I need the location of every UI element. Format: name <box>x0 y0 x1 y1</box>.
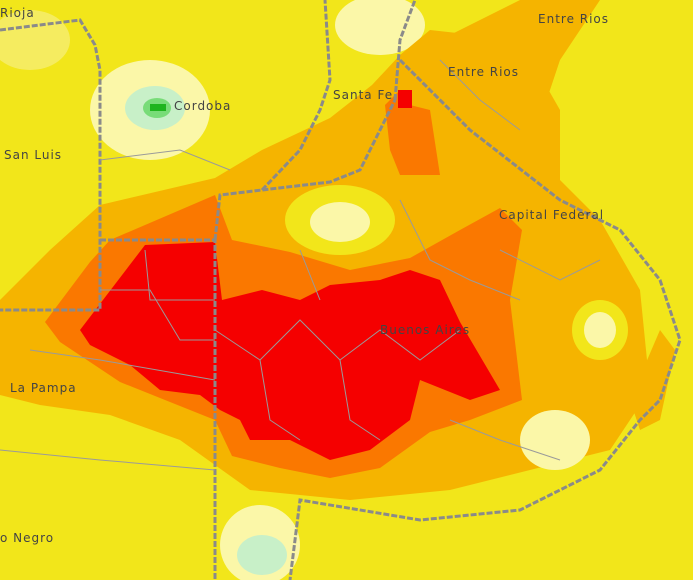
label-la-pampa: La Pampa <box>10 381 77 395</box>
label-san-luis: San Luis <box>4 148 63 162</box>
red-zone <box>398 90 412 108</box>
orange-zone <box>440 0 600 120</box>
light-yellow-zone <box>310 202 370 242</box>
label-rioja: Rioja <box>0 6 35 20</box>
light-yellow-zone <box>520 410 590 470</box>
light-yellow-zone <box>584 312 616 348</box>
label-capital-federal: Capital Federal <box>499 208 605 222</box>
green-zone <box>150 104 166 111</box>
label-santa-fe: Santa Fe <box>333 88 394 102</box>
light-yellow-zone <box>335 0 425 55</box>
red-zone <box>80 242 500 460</box>
light-green-zone <box>237 535 287 575</box>
label-entre-rios: Entre Rios <box>448 65 520 79</box>
orange-zone <box>630 330 675 430</box>
department-borders <box>0 59 601 471</box>
yellow-zone <box>0 10 70 70</box>
label-cordoba: Cordoba <box>174 99 232 113</box>
dark-orange-zone <box>385 90 440 175</box>
label-buenos-aires: Buenos Aires <box>380 323 471 337</box>
label-rio-negro: o Negro <box>0 531 55 545</box>
label-entre-rios-top: Entre Rios <box>538 12 610 26</box>
